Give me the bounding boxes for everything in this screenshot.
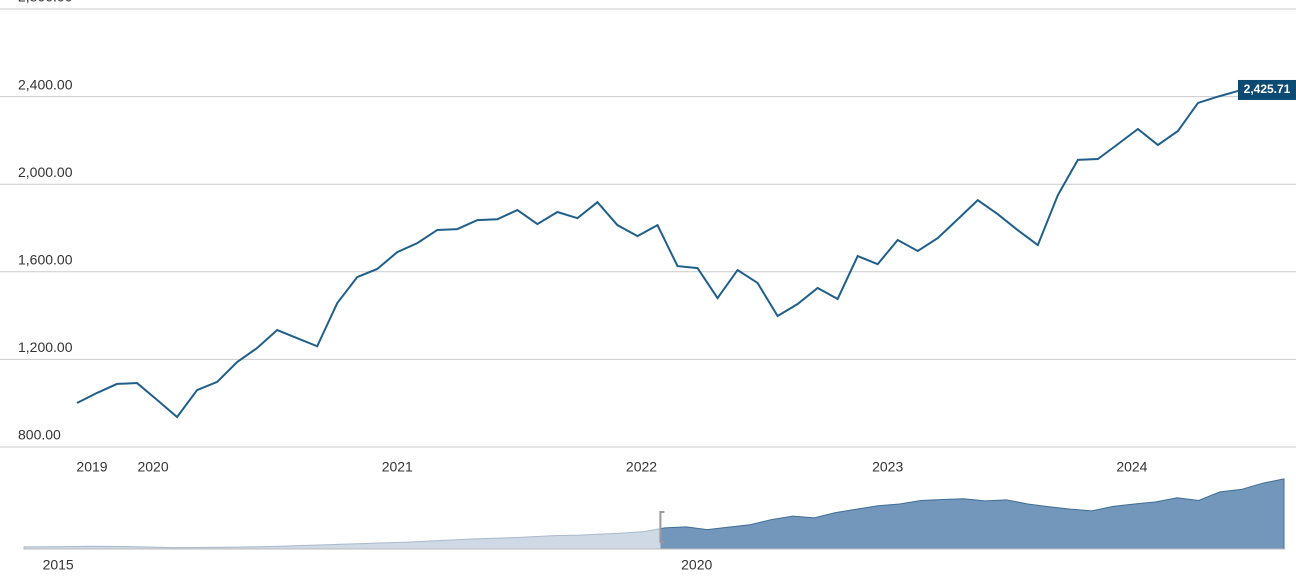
x-tick-label: 2021	[382, 459, 413, 475]
price-line	[76, 90, 1239, 419]
x-tick-label: 2019	[76, 459, 107, 475]
x-tick-label: 2024	[1116, 459, 1147, 475]
x-tick-label: 2022	[626, 459, 657, 475]
x-tick-label: 2015	[43, 557, 74, 573]
y-tick-label: 2,400.00	[18, 76, 73, 92]
y-tick-label: 1,200.00	[18, 339, 73, 355]
y-tick-label: 2,000.00	[18, 164, 73, 180]
y-tick-label: 1,600.00	[18, 252, 73, 268]
y-tick-label: 2,800.00	[18, 0, 73, 5]
navigator-area-selected	[660, 478, 1285, 550]
x-tick-label: 2023	[872, 459, 903, 475]
y-tick-label: 800.00	[18, 427, 61, 443]
last-value-box	[1238, 79, 1296, 100]
range-handle	[659, 511, 665, 543]
x-tick-label: 2020	[137, 459, 168, 475]
navigator-area-unselected	[23, 528, 661, 550]
x-tick-label: 2020	[681, 557, 712, 573]
last-value-label: 2,425.71	[1244, 82, 1291, 96]
